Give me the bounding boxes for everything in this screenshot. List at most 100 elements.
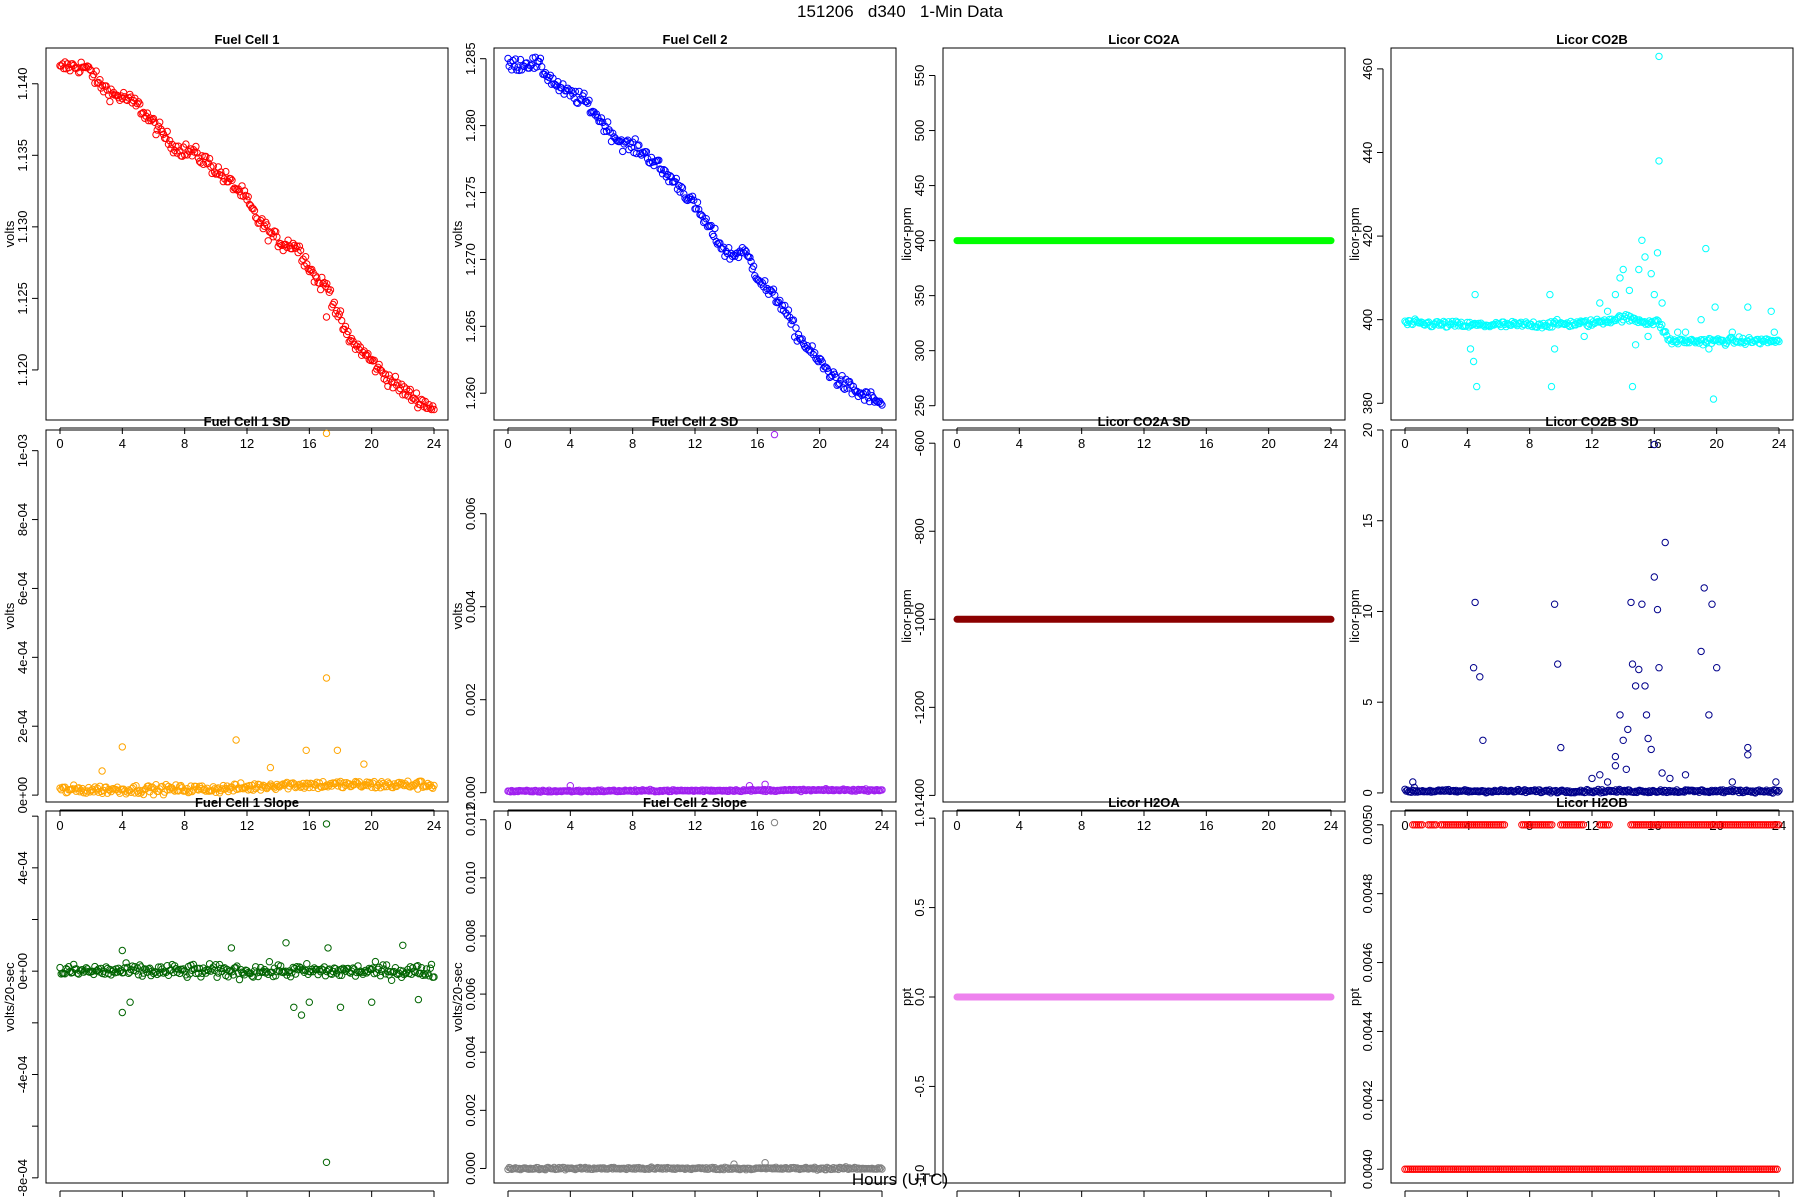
data-point	[796, 334, 804, 343]
data-point	[82, 964, 90, 972]
data-point	[1438, 1165, 1447, 1173]
data-point	[322, 820, 331, 828]
data-point	[873, 397, 881, 405]
data-point	[1647, 821, 1656, 829]
data-point	[181, 151, 189, 159]
data-point	[1732, 1165, 1740, 1173]
data-point	[245, 200, 254, 209]
data-point	[1741, 1165, 1750, 1173]
data-point	[414, 785, 422, 793]
data-point	[1618, 1165, 1626, 1173]
data-point	[1599, 1165, 1607, 1173]
y-tick-label: 0.006	[463, 497, 478, 530]
data-point	[331, 779, 340, 788]
data-point	[1715, 821, 1723, 829]
data-point	[1409, 778, 1417, 786]
data-point	[1493, 821, 1501, 829]
data-point	[268, 229, 276, 238]
data-point	[1500, 1165, 1508, 1173]
y-tick-label: 1.125	[15, 282, 30, 315]
data-point	[1668, 821, 1676, 829]
data-point	[351, 972, 360, 980]
data-point	[791, 333, 799, 341]
data-point	[1556, 1165, 1564, 1173]
data-point	[1681, 1165, 1690, 1173]
data-point	[1644, 821, 1652, 829]
data-point	[1406, 1165, 1415, 1173]
x-tick-label: 12	[1585, 436, 1599, 451]
data-point	[1521, 1165, 1529, 1173]
data-point	[1473, 382, 1481, 391]
data-point	[1711, 1165, 1720, 1173]
data-point	[1644, 734, 1652, 743]
panel-licor-co2a: Licor CO2A licor-ppm 0 4 8 12 16 20 24 250 300 350 4…	[899, 32, 1346, 451]
data-point	[1650, 573, 1659, 581]
series-points	[504, 818, 886, 1174]
data-point	[1482, 821, 1490, 829]
data-point	[322, 1158, 331, 1167]
data-point	[1449, 1165, 1458, 1173]
data-point	[1717, 1165, 1725, 1173]
data-point	[147, 117, 155, 125]
data-point	[792, 324, 800, 332]
data-point	[666, 172, 674, 180]
x-tick-label: 16	[750, 818, 764, 833]
data-point	[1641, 682, 1649, 690]
data-point	[187, 782, 195, 790]
data-point	[228, 176, 236, 185]
plot-frame	[942, 810, 1346, 1184]
panel-title: Licor CO2B SD	[1545, 414, 1638, 429]
data-point	[124, 786, 133, 794]
data-point	[1412, 1165, 1420, 1173]
data-point	[260, 965, 269, 974]
data-point	[732, 250, 740, 258]
data-point	[569, 90, 577, 98]
plot-frame	[1390, 429, 1794, 803]
data-point	[1463, 1165, 1471, 1173]
data-point	[205, 154, 214, 163]
data-point	[399, 967, 407, 975]
y-axis-label: volts	[450, 220, 465, 247]
data-point	[249, 205, 257, 213]
data-point	[122, 959, 130, 967]
data-point	[156, 118, 164, 126]
data-point	[1498, 1165, 1506, 1173]
data-point	[308, 780, 316, 788]
data-point	[873, 1165, 881, 1173]
panel-fuel-cell-1-slope: Fuel Cell 1 Slope volts/20-sec 0 4 8 12 16 20 24…	[2, 795, 449, 1200]
data-point	[400, 970, 408, 979]
x-tick-label: 0	[504, 436, 511, 451]
data-point	[1619, 265, 1627, 274]
data-point	[1661, 538, 1669, 547]
data-point	[1507, 1165, 1516, 1173]
data-point	[1694, 1165, 1703, 1173]
data-point	[1730, 821, 1738, 829]
y-tick-label: 550	[912, 65, 927, 87]
x-tick-label: 12	[1585, 818, 1599, 833]
data-point	[720, 243, 728, 252]
data-point	[577, 96, 586, 104]
data-point	[153, 126, 161, 134]
data-point	[92, 67, 100, 75]
data-point	[838, 372, 846, 380]
data-point	[1550, 600, 1559, 608]
data-point	[1679, 821, 1688, 829]
data-point	[335, 310, 343, 318]
data-point	[1653, 821, 1661, 829]
data-point	[265, 958, 274, 966]
data-point	[779, 306, 788, 315]
y-tick-label: 350	[912, 285, 927, 307]
data-point	[1573, 1165, 1581, 1173]
data-point	[1487, 821, 1496, 829]
y-tick-label: 1.280	[463, 109, 478, 142]
data-point	[1681, 821, 1689, 829]
data-point	[510, 62, 518, 71]
data-point	[319, 280, 327, 288]
data-point	[272, 972, 280, 980]
data-point	[1428, 821, 1436, 829]
data-point	[1461, 1165, 1469, 1173]
y-tick-label: 0.0046	[1360, 943, 1375, 983]
data-point	[1628, 660, 1637, 668]
data-point	[1546, 821, 1554, 829]
x-tick-label: 4	[1016, 818, 1023, 833]
